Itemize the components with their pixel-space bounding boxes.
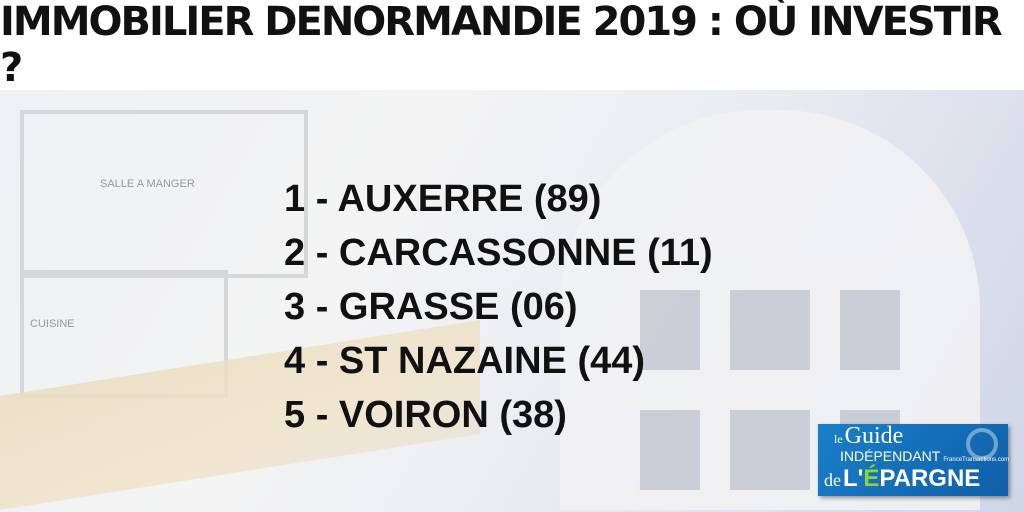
list-item: 4 - ST NAZAINE (44) (284, 340, 646, 382)
list-item: 3 - GRASSE (06) (284, 286, 578, 328)
page-title: IMMOBILIER DENORMANDIE 2019 : OÙ INVESTI… (0, 0, 1024, 91)
plan-label: SALLE A MANGER (100, 178, 195, 190)
list-item: 5 - VOIRON (38) (284, 394, 567, 436)
ring-decoration (966, 428, 998, 460)
logo-epargne: L'ÉPARGNE (843, 465, 981, 492)
logo-independant: INDÉPENDANT (840, 448, 941, 464)
logo-guide: Guide (844, 423, 904, 449)
list-item: 2 - CARCASSONNE (11) (284, 232, 713, 274)
background-image: SALLE A MANGER CUISINE (0, 90, 1024, 512)
logo-partner: FranceTransactions.com (943, 457, 1010, 463)
plan-label: CUISINE (30, 318, 75, 330)
guide-epargne-logo: le Guide INDÉPENDANT FranceTransactions.… (818, 423, 1010, 496)
floor-plan (20, 110, 308, 278)
logo-de: de (824, 470, 841, 490)
logo-le: le (834, 432, 843, 446)
list-item: 1 - AUXERRE (89) (284, 178, 602, 220)
city-ranking-list: 1 - AUXERRE (89) 2 - CARCASSONNE (11) 3 … (284, 172, 713, 442)
